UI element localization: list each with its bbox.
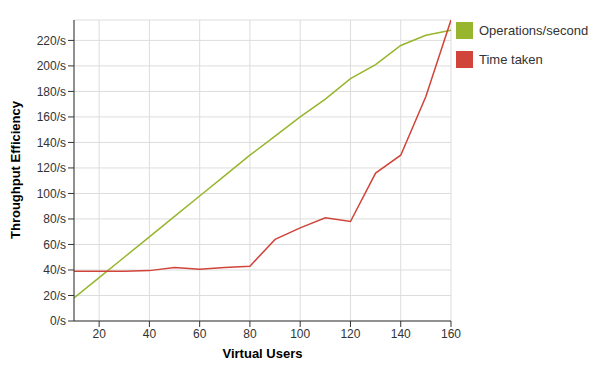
svg-text:160/s: 160/s bbox=[37, 110, 66, 124]
svg-text:140/s: 140/s bbox=[37, 136, 66, 150]
svg-text:180/s: 180/s bbox=[37, 85, 66, 99]
svg-text:0/s: 0/s bbox=[50, 314, 66, 328]
svg-text:80/s: 80/s bbox=[43, 212, 66, 226]
svg-text:200/s: 200/s bbox=[37, 59, 66, 73]
svg-text:40/s: 40/s bbox=[43, 263, 66, 277]
html-text:Operations/second: Operations/second bbox=[479, 23, 589, 38]
svg-text:160: 160 bbox=[441, 327, 461, 341]
svg-text:100: 100 bbox=[290, 327, 310, 341]
svg-text:40: 40 bbox=[143, 327, 157, 341]
svg-text:140: 140 bbox=[391, 327, 411, 341]
svg-text:60: 60 bbox=[193, 327, 207, 341]
svg-text:220/s: 220/s bbox=[37, 34, 66, 48]
svg-text:20: 20 bbox=[92, 327, 106, 341]
svg-text:120/s: 120/s bbox=[37, 161, 66, 175]
svg-text:20/s: 20/s bbox=[43, 289, 66, 303]
svg-text:80: 80 bbox=[243, 327, 257, 341]
html-text:Virtual Users: Virtual Users bbox=[222, 346, 303, 361]
html-text:Time taken: Time taken bbox=[479, 52, 543, 67]
svg-text:60/s: 60/s bbox=[43, 238, 66, 252]
svg-text:100/s: 100/s bbox=[37, 187, 66, 201]
svg-text:120: 120 bbox=[340, 327, 360, 341]
html-text:Throughput Efficiency: Throughput Efficiency bbox=[7, 101, 23, 239]
